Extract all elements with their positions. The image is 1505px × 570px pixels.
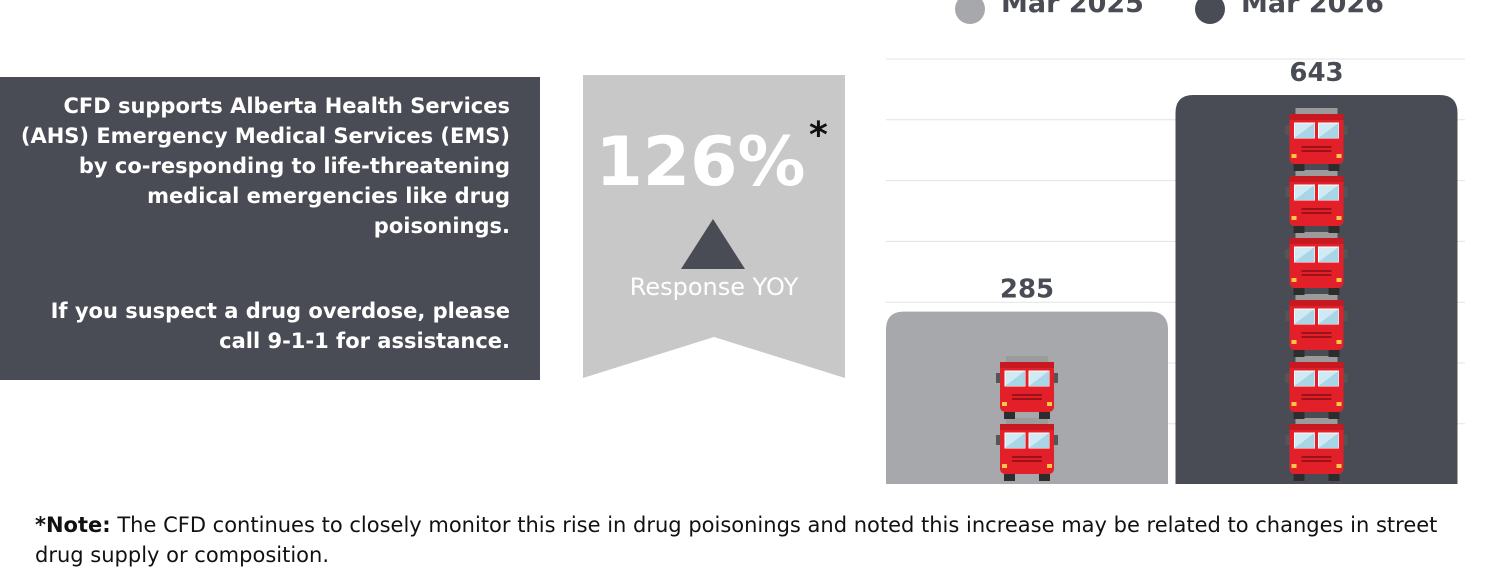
bar-value-label: 285 bbox=[1000, 275, 1054, 305]
legend-label-mar-2025: Mar 2025 bbox=[1001, 0, 1144, 19]
up-triangle-icon bbox=[681, 219, 745, 269]
legend-label-mar-2026: Mar 2026 bbox=[1241, 0, 1384, 19]
fire-truck-icon bbox=[1285, 418, 1348, 481]
fire-truck-icon bbox=[996, 356, 1058, 419]
footnote-text: The CFD continues to closely monitor thi… bbox=[35, 513, 1438, 567]
info-main-text: CFD supports Alberta Health Services (AH… bbox=[20, 94, 510, 238]
fire-truck-icon bbox=[996, 418, 1058, 481]
fire-truck-icon bbox=[1285, 232, 1348, 295]
fire-truck-icon bbox=[1285, 294, 1348, 357]
info-panel: CFD supports Alberta Health Services (AH… bbox=[0, 77, 540, 380]
bar-value-label: 643 bbox=[1289, 58, 1343, 88]
footnote-prefix: *Note: bbox=[35, 513, 111, 537]
legend-swatch-mar-2025 bbox=[955, 0, 985, 24]
fire-truck-icon bbox=[1285, 356, 1348, 419]
chart-truck-icons bbox=[996, 108, 1348, 481]
bar-chart: 285 643 bbox=[886, 58, 1465, 484]
fire-truck-icon bbox=[1285, 108, 1348, 171]
stat-ribbon: 126% * Response YOY bbox=[583, 75, 845, 378]
fire-truck-icon bbox=[1285, 170, 1348, 233]
stat-label: Response YOY bbox=[629, 273, 799, 301]
legend-swatch-mar-2026 bbox=[1195, 0, 1225, 24]
stat-percentage: 126% bbox=[595, 123, 806, 202]
footnote: *Note: The CFD continues to closely moni… bbox=[35, 510, 1475, 570]
bar-mar-2026 bbox=[1175, 95, 1458, 484]
info-call-to-action: If you suspect a drug overdose, please c… bbox=[50, 299, 510, 353]
chart-bars bbox=[886, 95, 1458, 484]
stat-asterisk: * bbox=[809, 115, 828, 156]
chart-value-labels: 285 643 bbox=[1000, 58, 1344, 305]
